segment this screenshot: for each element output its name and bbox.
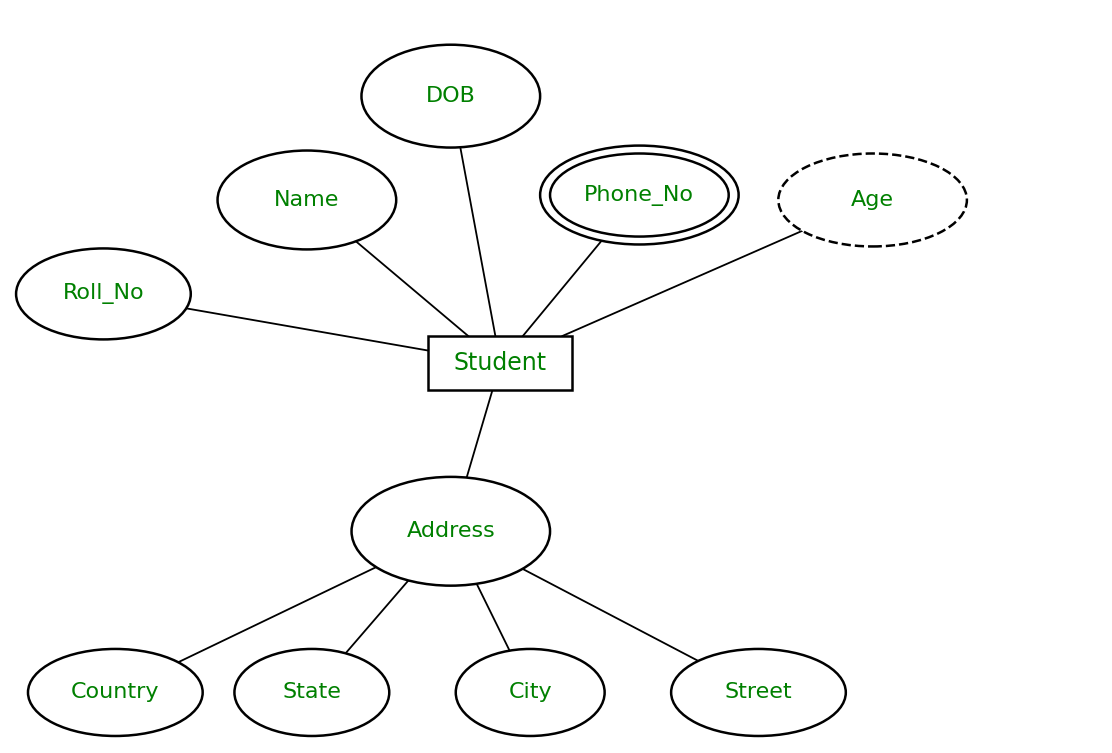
Ellipse shape [778, 154, 967, 246]
Ellipse shape [672, 649, 846, 736]
Ellipse shape [16, 248, 191, 340]
Text: Address: Address [406, 521, 495, 541]
Text: City: City [508, 682, 552, 703]
Ellipse shape [540, 145, 738, 245]
Text: Phone_No: Phone_No [585, 184, 694, 206]
Text: State: State [282, 682, 341, 703]
FancyBboxPatch shape [428, 336, 573, 390]
Text: DOB: DOB [426, 86, 476, 106]
Text: Student: Student [454, 351, 547, 375]
Ellipse shape [550, 154, 728, 236]
Text: Age: Age [851, 190, 894, 210]
Ellipse shape [235, 649, 389, 736]
Ellipse shape [351, 477, 550, 586]
Ellipse shape [361, 44, 540, 148]
Text: Roll_No: Roll_No [62, 283, 145, 304]
Ellipse shape [28, 649, 202, 736]
Text: Street: Street [725, 682, 792, 703]
Text: Name: Name [275, 190, 339, 210]
Ellipse shape [456, 649, 605, 736]
Text: Country: Country [71, 682, 160, 703]
Ellipse shape [218, 151, 396, 249]
